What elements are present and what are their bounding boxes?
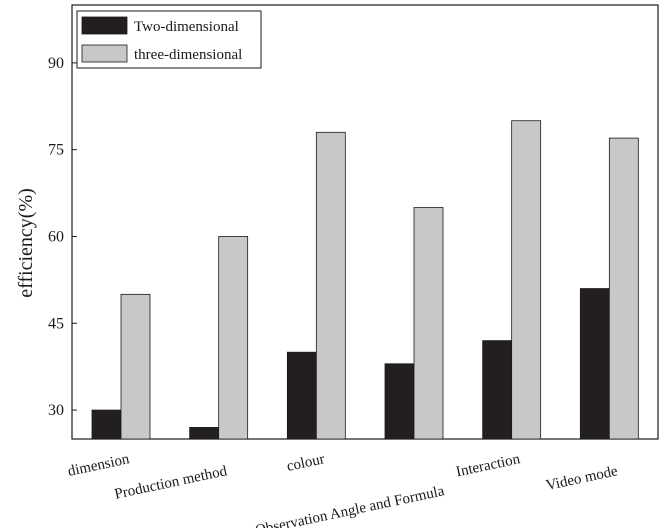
bar-two-dimensional-3 (384, 363, 415, 440)
bar-three-dimensional-3 (413, 207, 444, 440)
x-tick-label-4: Interaction (455, 451, 522, 480)
bar-two-dimensional-4 (482, 340, 513, 440)
bar-two-dimensional-0 (91, 409, 122, 440)
bar-three-dimensional-0 (120, 293, 151, 440)
x-tick-label-1: Production method (113, 463, 229, 503)
x-tick-label-0: dimension (66, 451, 131, 480)
legend-label-three-dimensional: three-dimensional (134, 47, 242, 63)
legend-swatch-two-dimensional (81, 16, 128, 35)
bar-two-dimensional-1 (189, 427, 220, 440)
x-tick-label-5: Video mode (545, 463, 620, 494)
bar-two-dimensional-5 (579, 288, 610, 440)
y-axis-label: efficiency(%) (15, 188, 37, 298)
bar-three-dimensional-2 (315, 131, 346, 440)
y-tick-label-75: 75 (48, 142, 64, 159)
plot-frame (71, 4, 659, 440)
legend: Two-dimensional three-dimensional (76, 10, 262, 69)
bar-three-dimensional-4 (511, 120, 542, 440)
legend-label-two-dimensional: Two-dimensional (134, 19, 239, 35)
legend-swatch-three-dimensional (81, 44, 128, 63)
y-tick-label-45: 45 (48, 315, 64, 332)
y-tick-label-60: 60 (48, 228, 64, 245)
bar-three-dimensional-5 (608, 137, 639, 440)
y-tick-label-90: 90 (48, 55, 64, 72)
y-tick-label-30: 30 (48, 402, 64, 419)
bars (91, 120, 639, 440)
x-tick-label-3: Observation Angle and Formula (254, 483, 446, 528)
bar-three-dimensional-1 (218, 236, 249, 440)
x-tick-label-2: colour (285, 451, 326, 475)
y-axis-ticks: 30 45 60 75 90 (48, 55, 77, 419)
bar-two-dimensional-2 (286, 351, 317, 440)
